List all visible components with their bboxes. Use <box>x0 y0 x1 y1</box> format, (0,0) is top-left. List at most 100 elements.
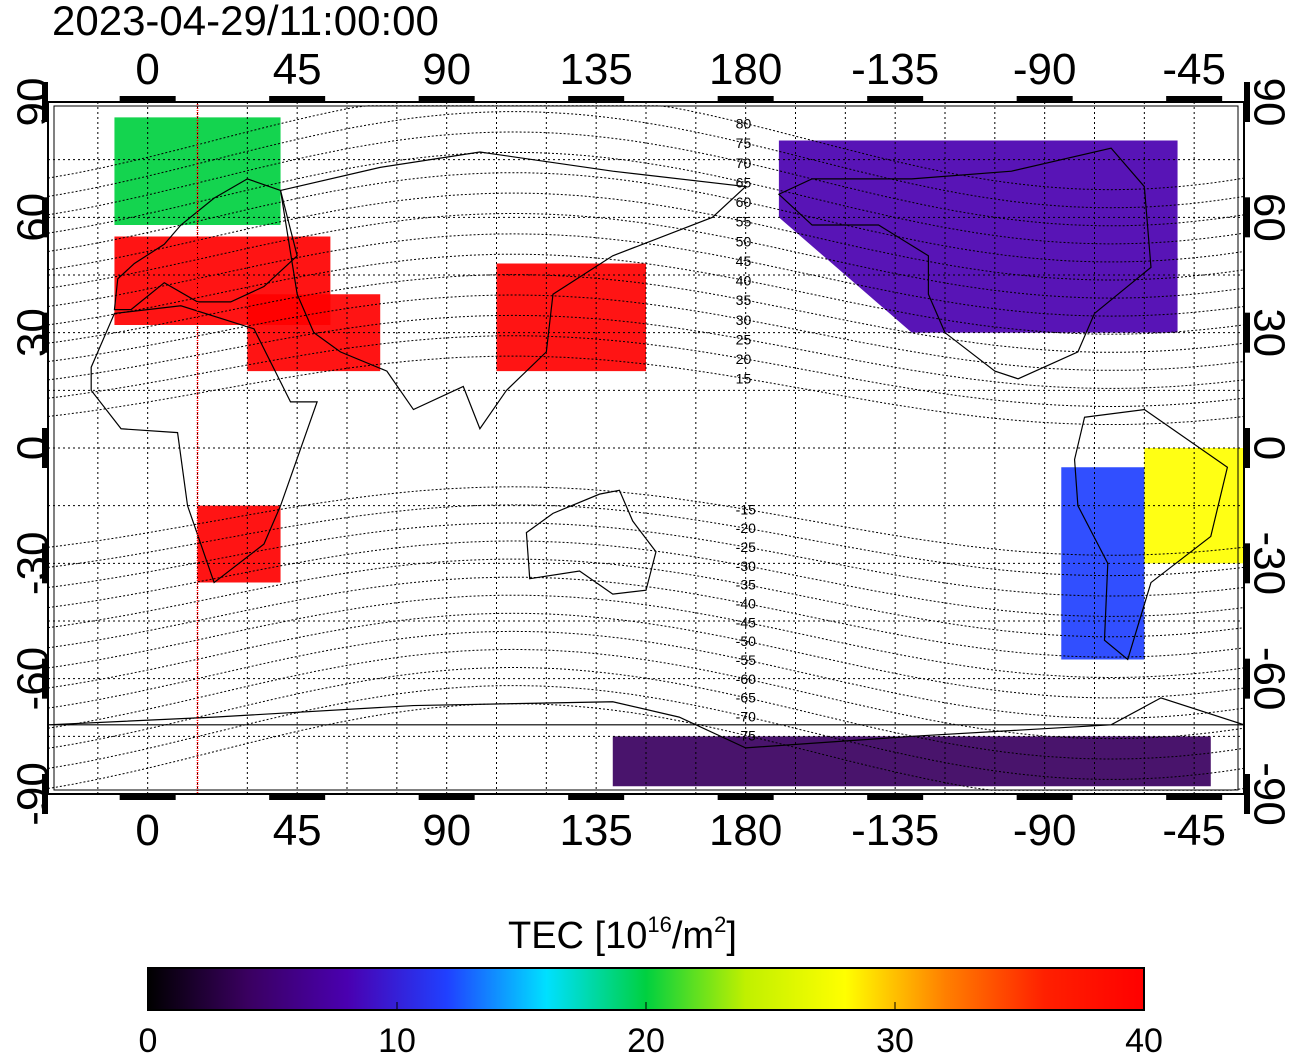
colorbar-tick-label: 10 <box>378 1022 416 1057</box>
contour-label: 80 <box>736 116 752 132</box>
y-axis-left-labels: 90 60 30 0 -30 -60 -90 <box>9 78 58 826</box>
frame-tick-bottom <box>119 794 176 800</box>
magnetic-contour <box>48 212 1244 299</box>
map-title: 2023-04-29/11:00:00 <box>52 0 439 44</box>
contour-label: -15 <box>736 501 756 517</box>
frame-tick-top <box>1016 96 1073 102</box>
x-tick-label-bottom: 45 <box>273 806 322 855</box>
x-axis-bottom-labels: 0 45 90 135 180 -135 -90 -45 <box>135 806 1226 855</box>
frame-tick-right <box>1244 428 1250 468</box>
contour-label: 50 <box>736 233 752 249</box>
x-tick-label-bottom: 90 <box>422 806 471 855</box>
x-tick-label-top: 90 <box>422 45 471 94</box>
magnetic-contour <box>48 703 1244 791</box>
magnetic-contour <box>48 192 1244 281</box>
x-tick-label-top: -135 <box>851 45 939 94</box>
contour-labels: 80 75 70 65 60 55 50 45 40 35 30 25 20 15 -15 -20 -25 -30… <box>736 116 756 744</box>
colorbar-label-exp1: 16 <box>647 912 671 937</box>
frame-ticks <box>42 82 1250 814</box>
contour-label: -70 <box>736 708 756 724</box>
tec-patches <box>114 117 1244 787</box>
contour-label: -25 <box>736 539 756 555</box>
x-tick-label-bottom: 180 <box>709 806 782 855</box>
y-tick-label-left: -30 <box>9 532 58 596</box>
frame-tick-bottom <box>1166 794 1223 800</box>
tec-region-north-america <box>778 140 1178 333</box>
magnetic-contour <box>48 355 1244 425</box>
y-tick-label-right: 60 <box>1244 193 1293 242</box>
contour-label: 45 <box>736 253 752 269</box>
contour-label: 60 <box>736 194 752 210</box>
tec-region-antarctica <box>612 736 1211 787</box>
magnetic-contour <box>48 172 1244 263</box>
frame-tick-right <box>1244 197 1250 238</box>
frame-tick-left <box>42 82 48 122</box>
frame-tick-top <box>717 96 774 102</box>
frame-tick-top <box>269 96 326 102</box>
colorbar-tick-label: 20 <box>627 1022 665 1057</box>
tec-region-europe-north <box>114 117 281 226</box>
magnetic-contour <box>48 612 1244 699</box>
magnetic-contour <box>48 630 1244 719</box>
contour-label: -35 <box>736 577 756 593</box>
magnetic-contour <box>48 151 1244 245</box>
frame-tick-right <box>1244 543 1250 584</box>
magnetic-contour <box>48 685 1244 780</box>
contour-label: -20 <box>736 520 756 536</box>
frame-tick-top <box>568 96 625 102</box>
x-tick-label-top: 0 <box>135 45 159 94</box>
contour-label: -40 <box>736 595 756 611</box>
y-tick-label-left: -90 <box>9 762 58 826</box>
magnetic-contour <box>48 558 1244 638</box>
frame-tick-bottom <box>269 794 326 800</box>
colorbar-tick-label: 40 <box>1125 1022 1163 1057</box>
colorbar-label-mid: /m <box>672 915 714 957</box>
colorbar: TEC [1016/m2] 0 10 20 30 40 <box>139 912 1163 1057</box>
magnetic-contour <box>48 111 1244 209</box>
y-tick-label-left: 60 <box>9 193 58 242</box>
x-tick-label-bottom: 135 <box>559 806 632 855</box>
contour-label: -55 <box>736 652 756 668</box>
magnetic-contour <box>48 666 1244 760</box>
contour-label: 30 <box>736 312 752 328</box>
contour-label: -65 <box>736 690 756 706</box>
frame-tick-right <box>1244 774 1250 814</box>
frame-tick-left <box>42 197 48 238</box>
frame-tick-left <box>42 543 48 584</box>
x-tick-label-bottom: -90 <box>1013 806 1077 855</box>
frame-tick-right <box>1244 82 1250 122</box>
y-axis-right-labels: 90 60 30 0 -30 -60 -90 <box>1244 78 1293 826</box>
contour-label: 70 <box>736 155 752 171</box>
frame-tick-bottom <box>418 794 475 800</box>
coastline-australia <box>525 489 657 595</box>
colorbar-ticks: 0 10 20 30 40 <box>139 1002 1163 1057</box>
contour-label: 55 <box>736 214 752 230</box>
x-tick-label-top: 135 <box>559 45 632 94</box>
x-axis-top-labels: 0 45 90 135 180 -135 -90 -45 <box>135 45 1226 94</box>
y-tick-label-right: 30 <box>1244 308 1293 357</box>
colorbar-label-end: ] <box>726 915 737 957</box>
x-tick-label-top: -45 <box>1162 45 1226 94</box>
contour-label: -60 <box>736 671 756 687</box>
y-tick-label-right: -30 <box>1244 532 1293 596</box>
frame-tick-left <box>42 658 48 699</box>
colorbar-tick-label: 30 <box>876 1022 914 1057</box>
contour-label: 20 <box>736 351 752 367</box>
coastline-asia <box>279 151 748 431</box>
colorbar-label-exp2: 2 <box>714 912 726 937</box>
y-tick-label-left: 0 <box>9 436 58 460</box>
colorbar-tick-label: 0 <box>139 1022 158 1057</box>
plot-frame-inner <box>53 105 1239 791</box>
magnetic-contour <box>48 274 1244 353</box>
tec-region-south-america-west <box>1061 467 1145 660</box>
frame-tick-bottom <box>867 794 924 800</box>
y-tick-label-left: 90 <box>9 78 58 127</box>
y-tick-label-right: 90 <box>1244 78 1293 127</box>
x-tick-label-top: -90 <box>1013 45 1077 94</box>
frame-tick-bottom <box>1016 794 1073 800</box>
gridlines <box>48 102 1245 794</box>
x-tick-label-bottom: 0 <box>135 806 159 855</box>
frame-tick-top <box>418 96 475 102</box>
coastline-africa <box>90 305 318 584</box>
